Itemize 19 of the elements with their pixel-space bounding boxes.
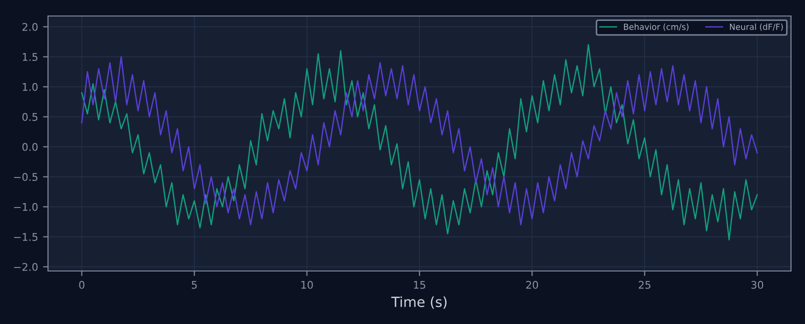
y-tick-label: −0.5 bbox=[14, 173, 38, 181]
x-tick-label: 15 bbox=[414, 281, 426, 289]
x-tick-label: 25 bbox=[638, 280, 650, 289]
y-tick-label: −1.5 bbox=[14, 233, 38, 241]
y-tick-label: 1.5 bbox=[22, 53, 38, 61]
x-tick-label: 10 bbox=[301, 280, 313, 289]
legend-label: Neural (dF/F) bbox=[730, 24, 783, 31]
y-tick-label: −2.0 bbox=[14, 263, 38, 271]
y-tick-label: 2.0 bbox=[22, 23, 38, 31]
y-tick-label: 0.5 bbox=[22, 113, 38, 121]
x-tick-label: 30 bbox=[751, 280, 764, 289]
legend-label: Behavior (cm/s) bbox=[624, 24, 688, 31]
y-tick-label: −1.0 bbox=[14, 203, 38, 211]
x-tick-label: 20 bbox=[526, 280, 538, 289]
y-tick-label: 1.0 bbox=[22, 83, 38, 91]
y-tick-label: 0.0 bbox=[22, 143, 38, 151]
x-axis-title: Time (s) bbox=[391, 296, 447, 309]
x-tick-label: 5 bbox=[192, 281, 197, 289]
x-tick-label: 0 bbox=[79, 280, 84, 289]
